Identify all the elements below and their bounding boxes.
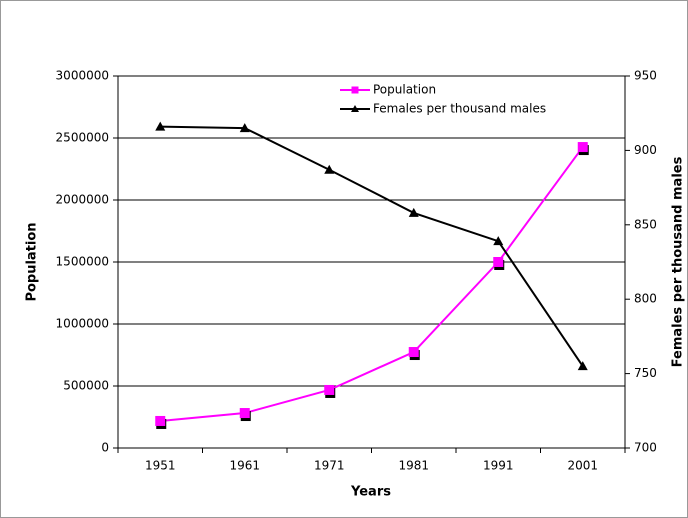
marker bbox=[324, 384, 335, 395]
x-tick-label: 1951 bbox=[145, 459, 176, 473]
marker bbox=[155, 415, 166, 426]
x-axis-label: Years bbox=[350, 485, 391, 500]
y2-axis-label: Females per thousand males bbox=[671, 156, 686, 367]
y2-tick-label: 750 bbox=[634, 366, 657, 380]
legend-marker bbox=[351, 105, 359, 112]
line bbox=[160, 146, 584, 422]
y-tick-label: 0 bbox=[101, 441, 109, 455]
line bbox=[160, 125, 584, 367]
marker bbox=[324, 164, 335, 174]
marker bbox=[408, 207, 419, 217]
y2-tick-label: 700 bbox=[634, 441, 657, 455]
y2-tick-label: 900 bbox=[634, 143, 657, 157]
marker bbox=[493, 257, 504, 267]
y-tick-label: 2000000 bbox=[56, 193, 109, 207]
y-tick-label: 3000000 bbox=[56, 69, 109, 83]
y2-tick-label: 950 bbox=[634, 69, 657, 83]
y2-tick-label: 800 bbox=[634, 292, 657, 306]
x-tick-label: 1971 bbox=[314, 459, 345, 473]
legend-label: Females per thousand males bbox=[373, 102, 546, 116]
marker bbox=[493, 236, 504, 246]
x-tick-label: 1961 bbox=[229, 459, 260, 473]
y-tick-label: 1000000 bbox=[56, 317, 109, 331]
marker bbox=[577, 361, 588, 371]
marker bbox=[239, 408, 250, 419]
y-tick-label: 2500000 bbox=[56, 131, 109, 145]
y-axis-label: Population bbox=[25, 222, 40, 301]
y-tick-label: 1500000 bbox=[56, 255, 109, 269]
x-tick-label: 2001 bbox=[567, 459, 598, 473]
marker bbox=[239, 123, 250, 133]
y2-tick-label: 850 bbox=[634, 217, 657, 231]
marker bbox=[155, 121, 166, 131]
marker bbox=[577, 142, 588, 153]
legend-label: Population bbox=[373, 83, 436, 97]
legend-marker bbox=[351, 86, 359, 94]
x-tick-label: 1981 bbox=[398, 459, 429, 473]
marker bbox=[408, 347, 419, 358]
x-tick-label: 1991 bbox=[483, 459, 514, 473]
y-tick-label: 500000 bbox=[63, 379, 109, 393]
